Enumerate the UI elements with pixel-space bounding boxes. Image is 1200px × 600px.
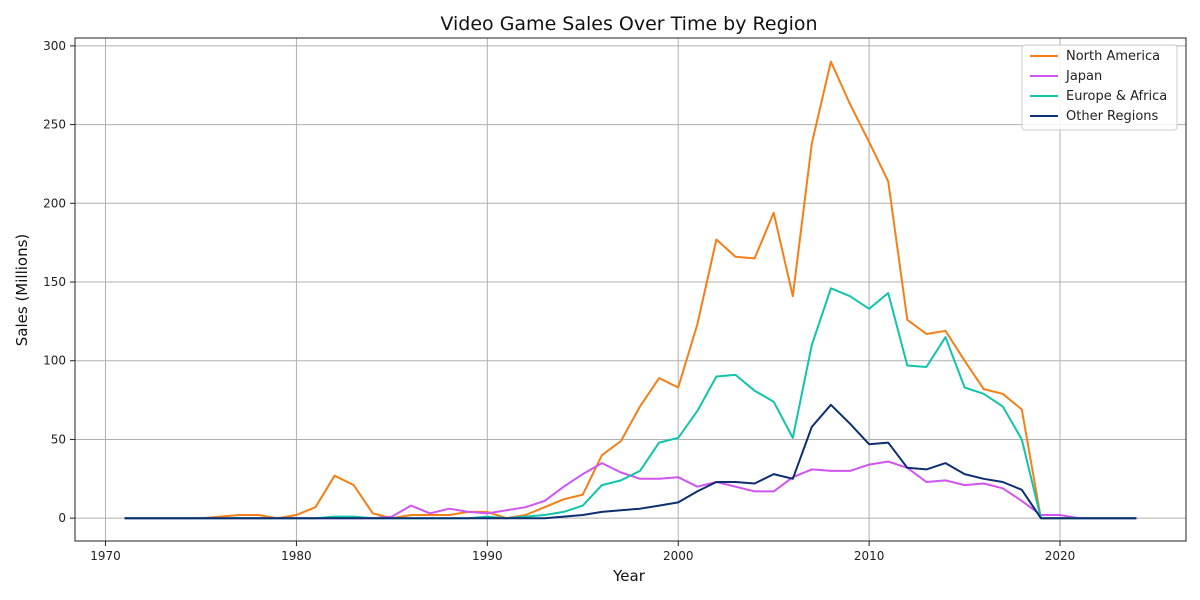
x-tick-label: 2020 [1045, 549, 1076, 563]
y-axis-ticks: 0 50 100 150 200 250 300 [43, 39, 75, 525]
y-tick-label: 0 [58, 511, 66, 525]
series-line-other-regions [124, 403, 1137, 520]
chart-title: Video Game Sales Over Time by Region [440, 13, 817, 35]
y-tick-label: 50 [51, 432, 66, 446]
y-tick-label: 300 [43, 39, 66, 53]
legend-entry-north-america: North America [1066, 49, 1160, 64]
legend-entry-europe-africa: Europe & Africa [1066, 89, 1167, 104]
legend-box [1021, 44, 1178, 131]
x-tick-label: 2010 [854, 549, 885, 563]
legend-entry-other-regions: Other Regions [1066, 109, 1159, 124]
grid [75, 38, 1186, 541]
x-tick-label: 2000 [663, 549, 694, 563]
x-axis-ticks: 1970 1980 1990 2000 2010 2020 [90, 541, 1075, 563]
x-tick-label: 1990 [472, 549, 503, 563]
x-axis-label: Year [612, 567, 646, 585]
x-tick-label: 1980 [281, 549, 312, 563]
series-layer [124, 60, 1137, 520]
y-axis-label: Sales (Millions) [13, 234, 31, 347]
series-line-north-america [124, 60, 1137, 520]
legend: North America Japan Europe & Africa Other R… [1021, 44, 1178, 131]
y-tick-label: 100 [43, 354, 66, 368]
x-tick-label: 1970 [90, 549, 121, 563]
y-tick-label: 250 [43, 118, 66, 132]
legend-entry-japan: Japan [1065, 69, 1102, 84]
plot-frame [74, 37, 1187, 542]
y-tick-label: 200 [43, 196, 66, 210]
y-tick-label: 150 [43, 275, 66, 289]
